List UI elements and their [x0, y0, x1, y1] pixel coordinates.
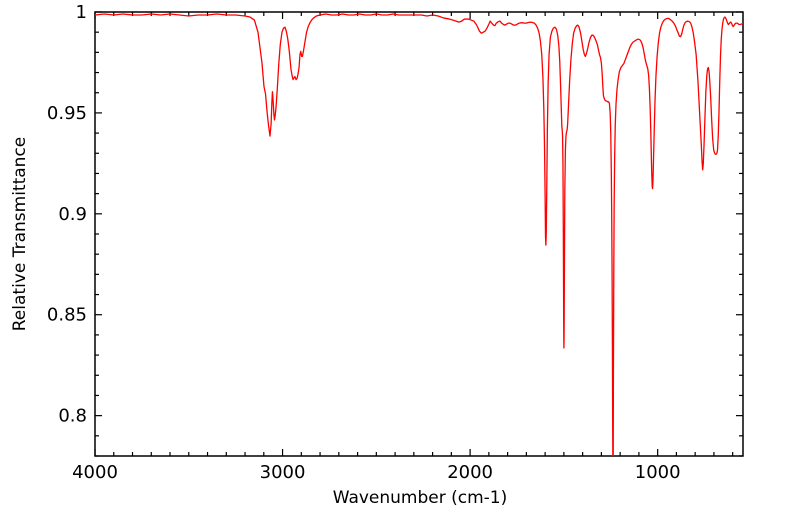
- axis-tick-labels: 4000 3000 2000 1000 1 0.95 0.9 0.85 0.8: [47, 2, 681, 483]
- plot-border: [94, 11, 744, 457]
- spectrum-curve: [95, 13, 743, 456]
- x-tick-label-1000: 1000: [635, 462, 681, 483]
- y-axis-title: Relative Transmittance: [10, 137, 30, 332]
- y-tick-label-0.85: 0.85: [47, 305, 87, 326]
- y-tick-label-0.8: 0.8: [58, 406, 87, 427]
- y-tick-label-1: 1: [76, 2, 87, 23]
- x-tick-label-2000: 2000: [447, 462, 493, 483]
- x-tick-label-3000: 3000: [260, 462, 306, 483]
- axis-ticks: [94, 11, 743, 457]
- x-tick-label-4000: 4000: [72, 462, 118, 483]
- y-tick-label-0.9: 0.9: [58, 204, 87, 225]
- y-tick-label-0.95: 0.95: [47, 103, 87, 124]
- x-axis-title: Wavenumber (cm-1): [333, 488, 508, 508]
